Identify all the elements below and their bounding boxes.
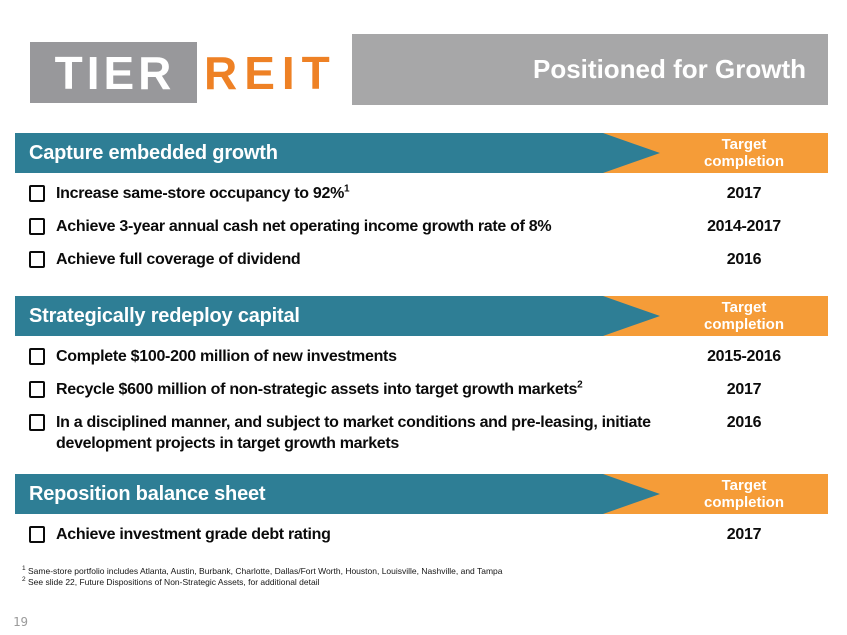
section: Strategically redeploy capital Target comp… [15,296,828,460]
section: Reposition balance sheet Target completion… [15,474,828,551]
sections-container: Capture embedded growth Target completion I… [15,133,828,551]
slide-content: Capture embedded growth Target completion I… [15,133,828,588]
objective-row: Achieve 3-year annual cash net operating… [15,210,828,243]
objective-text: In a disciplined manner, and subject to … [56,414,651,452]
objective-text: Achieve full coverage of dividend [56,251,301,268]
section-header: Strategically redeploy capital Target comp… [15,296,828,336]
section-header-arrow: Strategically redeploy capital [15,296,660,336]
objective-row: Achieve investment grade debt rating 2017 [15,518,828,551]
section-header: Reposition balance sheet Target completion [15,474,828,514]
objective-rows: Achieve investment grade debt rating 2017 [15,514,828,551]
objective-target-date: 2015-2016 [707,348,781,365]
checkbox-icon [29,185,45,202]
objective-target-date: 2017 [726,526,762,543]
objective-target-date: 2017 [726,185,762,202]
footnote-line: 2 See slide 22, Future Dispositions of N… [22,576,320,587]
objective-row: Achieve full coverage of dividend 2016 [15,243,828,276]
checkbox-icon [29,348,45,365]
page-number: 19 [13,614,29,629]
objective-target-date: 2017 [726,381,762,398]
footnotes: 1 Same-store portfolio includes Atlanta,… [22,565,828,588]
target-label-line1: Target [721,477,767,494]
section: Capture embedded growth Target completion I… [15,133,828,276]
target-completion-label: Target completion [660,133,828,173]
footnote-line: 1 Same-store portfolio includes Atlanta,… [22,565,503,576]
objective-text: Complete $100-200 million of new investm… [56,348,397,365]
objective-rows: Increase same-store occupancy to 92%1 201… [15,173,828,276]
checkbox-icon [29,251,45,268]
objective-text: Achieve investment grade debt rating [56,526,331,543]
section-header: Capture embedded growth Target completion [15,133,828,173]
section-title: Reposition balance sheet [29,482,266,505]
objective-text: Recycle $600 million of non-strategic as… [56,379,583,398]
objective-text: Achieve 3-year annual cash net operating… [56,218,552,235]
objective-target-date: 2016 [726,251,762,268]
objective-rows: Complete $100-200 million of new investm… [15,336,828,460]
logo-tier-text: TIER [54,46,176,99]
objective-target-date: 2014-2017 [707,218,781,235]
logo-reit-text: REIT [204,46,337,99]
objective-text: Increase same-store occupancy to 92%1 [56,183,350,202]
target-label-line1: Target [721,299,767,316]
checkbox-icon [29,218,45,235]
slide-title: Positioned for Growth [533,54,806,84]
objective-row: Complete $100-200 million of new investm… [15,340,828,373]
objective-row: Recycle $600 million of non-strategic as… [15,373,828,406]
checkbox-icon [29,381,45,398]
footnote-marker: 1 [22,565,26,573]
objective-target-date: 2016 [726,414,762,431]
section-title: Strategically redeploy capital [29,304,300,327]
section-header-arrow: Reposition balance sheet [15,474,660,514]
target-completion-label: Target completion [660,296,828,336]
section-title: Capture embedded growth [29,141,278,164]
objective-row: In a disciplined manner, and subject to … [15,406,828,460]
section-header-arrow: Capture embedded growth [15,133,660,173]
target-label-line1: Target [721,136,767,153]
checkbox-icon [29,526,45,543]
footnote-marker: 1 [344,183,350,195]
target-label-line2: completion [703,153,784,170]
target-label-line2: completion [703,494,784,511]
footnote-marker: 2 [22,576,26,584]
tier-logo-box: TIER [30,42,197,103]
target-label-line2: completion [703,316,784,333]
header-banner: Positioned for Growth [352,34,828,105]
objective-row: Increase same-store occupancy to 92%1 201… [15,177,828,210]
target-completion-label: Target completion [660,474,828,514]
footnote-marker: 2 [577,379,583,391]
checkbox-icon [29,414,45,431]
